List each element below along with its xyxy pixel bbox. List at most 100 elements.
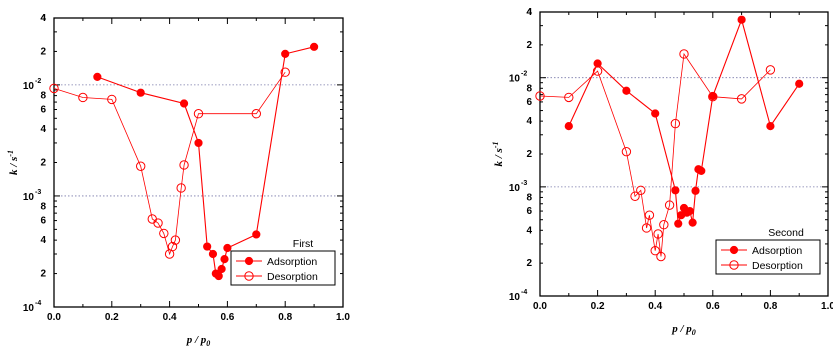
desorption-series-line bbox=[53, 71, 286, 256]
desorption-point bbox=[708, 91, 718, 102]
y-tick-label: 4 bbox=[40, 235, 46, 246]
adsorption-point bbox=[217, 264, 226, 274]
legend-label-desorption: Desorption bbox=[267, 271, 318, 283]
adsorption-point bbox=[671, 186, 680, 195]
x-tick-label: 0.2 bbox=[105, 312, 119, 323]
y-tick-label: 8 bbox=[526, 83, 532, 94]
y-tick-label: 4 bbox=[40, 124, 46, 135]
desorption-point bbox=[170, 235, 181, 245]
adsorption-point bbox=[651, 109, 660, 118]
x-tick-label: 0.8 bbox=[278, 312, 292, 323]
x-tick-label: 0.4 bbox=[163, 312, 177, 323]
desorption-point bbox=[736, 94, 747, 104]
adsorption-point bbox=[737, 15, 746, 24]
desorption-point bbox=[159, 228, 169, 239]
adsorption-point bbox=[685, 206, 694, 216]
x-tick-label: 0.2 bbox=[591, 301, 605, 312]
adsorption-point bbox=[622, 86, 631, 95]
x-tick-label: 1.0 bbox=[336, 312, 350, 323]
desorption-series-line bbox=[539, 52, 771, 257]
y-tick-exponent: -2 bbox=[35, 78, 41, 85]
desorption-point bbox=[167, 241, 178, 252]
x-axis-label: p / p0 bbox=[186, 334, 211, 348]
desorption-point bbox=[659, 220, 669, 230]
y-tick-label: 4 bbox=[40, 13, 46, 24]
x-tick-label: 0.8 bbox=[763, 301, 777, 312]
y-major-tick-label: 10 -4 bbox=[509, 289, 527, 303]
x-tick-label: 0.6 bbox=[706, 301, 720, 312]
y-tick-label: 4 bbox=[526, 225, 532, 236]
x-tick-label: 0.4 bbox=[648, 301, 662, 312]
y-tick-mantissa: 10 bbox=[509, 74, 521, 85]
adsorption-point bbox=[179, 99, 189, 108]
adsorption-point bbox=[252, 230, 261, 239]
y-major-tick-label: 10 -2 bbox=[509, 71, 527, 85]
desorption-point bbox=[664, 200, 675, 210]
x-tick-label: 0.0 bbox=[47, 312, 61, 323]
y-tick-label: 4 bbox=[526, 116, 532, 127]
y-tick-label: 4 bbox=[526, 7, 532, 18]
y-tick-label: 2 bbox=[526, 149, 532, 160]
desorption-point bbox=[653, 229, 663, 239]
adsorption-point bbox=[136, 88, 145, 97]
desorption-point bbox=[280, 67, 290, 77]
legend-title: First bbox=[293, 238, 313, 250]
desorption-point bbox=[644, 210, 655, 220]
adsorption-point bbox=[310, 42, 319, 51]
desorption-point bbox=[765, 65, 776, 75]
desorption-point bbox=[193, 109, 204, 119]
y-tick-exponent: -3 bbox=[35, 189, 41, 196]
desorption-point bbox=[49, 83, 59, 94]
y-axis-label: k / s-1 bbox=[6, 150, 20, 175]
desorption-point bbox=[179, 160, 189, 170]
adsorption-point bbox=[194, 138, 203, 148]
adsorption-point bbox=[203, 242, 212, 251]
y-tick-label: 4 bbox=[40, 13, 46, 24]
legend-swatch-marker bbox=[729, 260, 739, 270]
y-tick-label: 8 bbox=[40, 202, 46, 213]
legend-label-desorption: Desorption bbox=[752, 260, 803, 272]
adsorption-point bbox=[766, 122, 775, 131]
y-tick-label: 8 bbox=[40, 91, 46, 102]
adsorption-point bbox=[93, 72, 102, 81]
y-tick-exponent: -4 bbox=[35, 300, 41, 307]
desorption-point bbox=[78, 92, 88, 103]
y-tick-label: 6 bbox=[40, 216, 46, 227]
y-tick-label: 6 bbox=[526, 97, 532, 108]
desorption-point bbox=[621, 146, 632, 157]
desorption-point bbox=[153, 218, 163, 228]
x-tick-label: 0.6 bbox=[220, 312, 234, 323]
y-major-tick-label: 10 -3 bbox=[509, 180, 527, 194]
legend: First Adsorption Desorption bbox=[230, 238, 336, 286]
desorption-point bbox=[535, 91, 545, 101]
y-major-tick-label: 10 -2 bbox=[23, 78, 41, 92]
legend-box bbox=[230, 250, 336, 286]
y-tick-label: 6 bbox=[526, 206, 532, 217]
adsorption-point bbox=[220, 254, 229, 264]
adsorption-point bbox=[281, 49, 290, 59]
y-tick-label: 6 bbox=[40, 105, 46, 116]
legend-swatch-marker bbox=[729, 245, 739, 255]
y-major-tick-label: 10 -3 bbox=[23, 189, 41, 203]
y-major-tick-label: 10 -4 bbox=[23, 300, 41, 314]
desorption-point bbox=[176, 183, 186, 193]
desorption-point bbox=[650, 246, 660, 256]
desorption-point bbox=[636, 185, 646, 195]
desorption-point bbox=[630, 191, 640, 201]
desorption-point bbox=[107, 94, 117, 105]
y-tick-label: 2 bbox=[40, 158, 46, 169]
y-tick-exponent: -4 bbox=[521, 289, 527, 296]
adsorption-series-line bbox=[97, 46, 315, 277]
adsorption-point bbox=[697, 166, 706, 176]
x-tick-label: 1.0 bbox=[821, 301, 833, 312]
y-tick-label: 2 bbox=[40, 269, 46, 280]
legend-label-adsorption: Adsorption bbox=[267, 256, 317, 268]
legend-swatch-marker bbox=[244, 256, 254, 266]
y-tick-mantissa: 10 bbox=[23, 81, 35, 92]
adsorption-point bbox=[223, 243, 232, 253]
adsorption-point bbox=[208, 249, 218, 259]
desorption-point bbox=[641, 223, 652, 233]
legend: Second Adsorption Desorption bbox=[715, 227, 821, 275]
adsorption-series-line bbox=[568, 17, 800, 224]
